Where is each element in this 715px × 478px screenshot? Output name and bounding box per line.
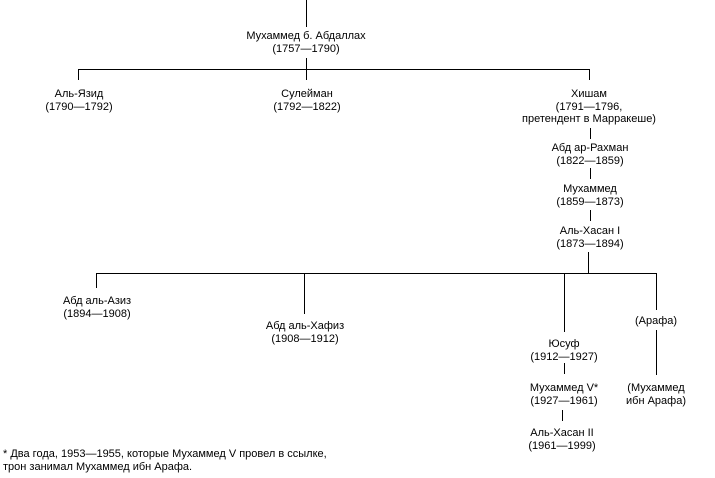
line-drop-hisham bbox=[589, 69, 590, 80]
person-years: (1791—1796, bbox=[555, 100, 623, 113]
person-name-line2: ибн Арафа) bbox=[626, 394, 686, 407]
tree-node-muhammad-ibn-arafa: (Мухаммед ибн Арафа) bbox=[626, 382, 686, 407]
line-yusuf-to-muhammad-5 bbox=[564, 363, 565, 374]
person-years: (1908—1912) bbox=[271, 332, 339, 345]
person-years: (1859—1873) bbox=[556, 195, 624, 208]
tree-node-suleiman: Сулейман (1792—1822) bbox=[273, 88, 340, 113]
person-name: Сулейман bbox=[281, 88, 333, 100]
tree-node-arafa: (Арафа) bbox=[635, 315, 677, 328]
tree-node-muhammad-5: Мухаммед V* (1927—1961) bbox=[530, 382, 598, 407]
person-name: Мухаммед б. Абдаллах bbox=[246, 30, 366, 42]
person-name: Мухаммед V* bbox=[529, 382, 599, 394]
line-root-stub bbox=[306, 58, 307, 70]
line-drop-arafa bbox=[656, 273, 657, 310]
tree-node-muhammad-b-abdallah: Мухаммед б. Абдаллах (1757—1790) bbox=[246, 30, 365, 55]
person-name: Абд ар-Рахман bbox=[551, 142, 629, 154]
line-drop-abd-al-aziz bbox=[96, 273, 97, 288]
person-years: (1961—1999) bbox=[528, 439, 596, 452]
tree-node-abd-al-aziz: Абд аль-Азиз (1894—1908) bbox=[63, 295, 131, 320]
line-drop-abd-al-hafiz bbox=[304, 273, 305, 314]
person-name: Абд аль-Азиз bbox=[62, 295, 132, 307]
line-arafa-to-ibn-arafa bbox=[656, 330, 657, 375]
person-name: Хишам bbox=[571, 88, 607, 100]
person-years: (1790—1792) bbox=[45, 100, 113, 113]
line-hisham-to-abd-ar-rahman bbox=[590, 128, 591, 139]
tree-node-abd-al-hafiz: Абд аль-Хафиз (1908—1912) bbox=[266, 320, 344, 345]
person-years: (1894—1908) bbox=[63, 307, 131, 320]
footnote-line2: трон занимал Мухаммед ибн Арафа. bbox=[3, 460, 193, 473]
line-drop-suleiman bbox=[306, 69, 307, 80]
person-years: (1912—1927) bbox=[530, 350, 598, 363]
person-name: (Арафа) bbox=[634, 315, 678, 327]
line-generation4-branch bbox=[96, 273, 657, 274]
person-years: (1873—1894) bbox=[556, 237, 624, 250]
tree-node-al-hasan-1: Аль-Хасан I (1873—1894) bbox=[556, 225, 623, 250]
person-years: (1927—1961) bbox=[530, 394, 598, 407]
person-name: Абд аль-Хафиз bbox=[265, 320, 345, 332]
person-note: претендент в Марракеше) bbox=[522, 113, 656, 125]
line-al-hasan-1-stub bbox=[588, 252, 589, 274]
line-abd-ar-rahman-to-muhammad bbox=[590, 168, 591, 179]
footnote-line1: * Два года, 1953—1955, которые Мухаммед … bbox=[3, 448, 327, 460]
tree-node-al-yazid: Аль-Язид (1790—1792) bbox=[45, 88, 112, 113]
person-name: Аль-Язид bbox=[54, 88, 104, 100]
line-drop-yusuf bbox=[564, 273, 565, 332]
person-name: Аль-Хасан I bbox=[559, 225, 621, 237]
person-name-line1: (Мухаммед bbox=[627, 382, 685, 394]
line-ancestor-to-root bbox=[306, 0, 307, 27]
line-muhammad-to-al-hasan-1 bbox=[590, 210, 591, 221]
tree-node-yusuf: Юсуф (1912—1927) bbox=[530, 338, 597, 363]
tree-node-muhammad: Мухаммед (1859—1873) bbox=[556, 183, 623, 208]
person-years: (1757—1790) bbox=[272, 42, 340, 55]
tree-node-hisham: Хишам (1791—1796, претендент в Марракеше… bbox=[522, 88, 656, 126]
person-years: (1822—1859) bbox=[556, 154, 624, 167]
person-years: (1792—1822) bbox=[273, 100, 341, 113]
person-name: Мухаммед bbox=[563, 183, 617, 195]
line-generation2-branch bbox=[78, 69, 590, 70]
tree-node-al-hasan-2: Аль-Хасан II (1961—1999) bbox=[528, 427, 595, 452]
line-muhammad-5-to-al-hasan-2 bbox=[562, 410, 563, 421]
person-name: Юсуф bbox=[548, 338, 580, 350]
tree-node-abd-ar-rahman: Абд ар-Рахман (1822—1859) bbox=[552, 142, 629, 167]
person-name: Аль-Хасан II bbox=[530, 427, 594, 439]
footnote: * Два года, 1953—1955, которые Мухаммед … bbox=[3, 448, 327, 473]
line-drop-al-yazid bbox=[78, 69, 79, 80]
